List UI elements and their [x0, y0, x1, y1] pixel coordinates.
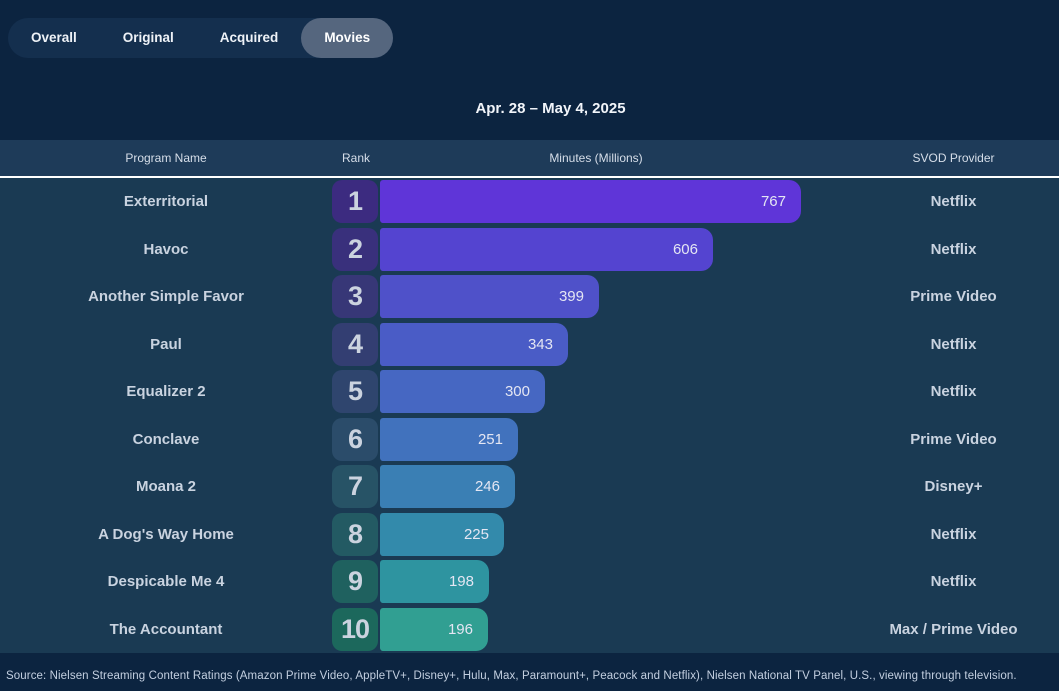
- tab-original[interactable]: Original: [100, 18, 197, 58]
- rank-badge: 2: [332, 227, 378, 271]
- rank-cell: 2: [332, 227, 380, 271]
- minutes-bar-track: 399: [380, 275, 848, 319]
- table-body: Exterritorial 1 767 Netflix Havoc 2 606 Netflix…: [0, 178, 1059, 653]
- top10-table: Program Name Rank Minutes (Millions) SVO…: [0, 140, 1059, 653]
- table-header-row: Program Name Rank Minutes (Millions) SVO…: [0, 140, 1059, 178]
- table-row: The Accountant 10 196 Max / Prime Video: [0, 606, 1059, 654]
- rank-cell: 1: [332, 180, 380, 224]
- rank-cell: 3: [332, 275, 380, 319]
- table-row: Paul 4 343 Netflix: [0, 321, 1059, 369]
- svod-provider: Netflix: [930, 335, 977, 353]
- table-row: Conclave 6 251 Prime Video: [0, 416, 1059, 464]
- minutes-bar-track: 767: [380, 180, 848, 224]
- svod-provider: Netflix: [930, 193, 977, 211]
- minutes-bar: 300: [380, 370, 545, 414]
- rank-cell: 8: [332, 512, 380, 556]
- minutes-bar: 246: [380, 465, 515, 509]
- program-name: Havoc: [143, 240, 189, 258]
- svod-provider: Max / Prime Video: [889, 620, 1018, 638]
- minutes-bar-track: 343: [380, 322, 848, 366]
- svod-provider: Netflix: [930, 573, 977, 591]
- program-name: Exterritorial: [123, 193, 209, 211]
- rank-cell: 9: [332, 560, 380, 604]
- program-name: Conclave: [132, 430, 200, 448]
- rank-badge: 9: [332, 560, 378, 604]
- minutes-value: 225: [463, 525, 489, 543]
- tab-movies[interactable]: Movies: [301, 18, 394, 58]
- minutes-bar: 251: [380, 417, 518, 461]
- category-tab-bar: Overall Original Acquired Movies: [8, 18, 394, 58]
- svod-provider: Netflix: [930, 383, 977, 401]
- rank-badge: 6: [332, 417, 378, 461]
- svod-provider: Disney+: [924, 478, 983, 496]
- table-row: Equalizer 2 5 300 Netflix: [0, 368, 1059, 416]
- minutes-value: 198: [448, 573, 474, 591]
- column-header-rank: Rank: [341, 151, 370, 165]
- minutes-bar: 225: [380, 512, 504, 556]
- minutes-bar-track: 251: [380, 417, 848, 461]
- minutes-bar: 196: [380, 607, 488, 651]
- minutes-bar: 343: [380, 322, 568, 366]
- program-name: Equalizer 2: [126, 383, 206, 401]
- minutes-bar-track: 225: [380, 512, 848, 556]
- tab-overall[interactable]: Overall: [8, 18, 100, 58]
- minutes-bar: 606: [380, 227, 713, 271]
- rank-badge: 7: [332, 465, 378, 509]
- tab-acquired[interactable]: Acquired: [197, 18, 302, 58]
- minutes-value: 343: [527, 335, 553, 353]
- svod-provider: Netflix: [930, 525, 977, 543]
- rank-badge: 10: [332, 607, 378, 651]
- table-row: Exterritorial 1 767 Netflix: [0, 178, 1059, 226]
- minutes-bar-track: 606: [380, 227, 848, 271]
- minutes-value: 300: [504, 383, 530, 401]
- program-name: The Accountant: [109, 620, 223, 638]
- column-header-svod-provider: SVOD Provider: [912, 151, 995, 165]
- table-row: Despicable Me 4 9 198 Netflix: [0, 558, 1059, 606]
- table-row: Another Simple Favor 3 399 Prime Video: [0, 273, 1059, 321]
- source-footnote: Source: Nielsen Streaming Content Rating…: [6, 670, 1017, 682]
- rank-badge: 5: [332, 370, 378, 414]
- rank-badge: 8: [332, 512, 378, 556]
- rank-badge: 1: [332, 180, 378, 224]
- minutes-value: 606: [672, 240, 698, 258]
- program-name: Moana 2: [135, 478, 196, 496]
- date-range-title: Apr. 28 – May 4, 2025: [475, 100, 626, 117]
- svod-provider: Prime Video: [910, 430, 997, 448]
- minutes-value: 251: [477, 430, 503, 448]
- minutes-bar: 399: [380, 275, 599, 319]
- rank-cell: 7: [332, 465, 380, 509]
- minutes-value: 399: [558, 288, 584, 306]
- minutes-bar-track: 300: [380, 370, 848, 414]
- minutes-value: 196: [447, 620, 473, 638]
- rank-cell: 4: [332, 322, 380, 366]
- column-header-minutes: Minutes (Millions): [549, 151, 643, 165]
- minutes-value: 246: [474, 478, 500, 496]
- rank-cell: 5: [332, 370, 380, 414]
- minutes-bar: 767: [380, 180, 801, 224]
- program-name: Paul: [150, 335, 182, 353]
- minutes-value: 767: [760, 193, 786, 211]
- svod-provider: Prime Video: [910, 288, 997, 306]
- minutes-bar-track: 196: [380, 607, 848, 651]
- rank-cell: 10: [332, 607, 380, 651]
- minutes-bar-track: 198: [380, 560, 848, 604]
- svod-provider: Netflix: [930, 240, 977, 258]
- table-row: Moana 2 7 246 Disney+: [0, 463, 1059, 511]
- minutes-bar: 198: [380, 560, 489, 604]
- table-row: Havoc 2 606 Netflix: [0, 226, 1059, 274]
- program-name: Despicable Me 4: [107, 573, 225, 591]
- program-name: A Dog's Way Home: [98, 525, 234, 543]
- minutes-bar-track: 246: [380, 465, 848, 509]
- rank-cell: 6: [332, 417, 380, 461]
- program-name: Another Simple Favor: [88, 288, 244, 306]
- rank-badge: 4: [332, 322, 378, 366]
- column-header-program-name: Program Name: [125, 151, 207, 165]
- rank-badge: 3: [332, 275, 378, 319]
- table-row: A Dog's Way Home 8 225 Netflix: [0, 511, 1059, 559]
